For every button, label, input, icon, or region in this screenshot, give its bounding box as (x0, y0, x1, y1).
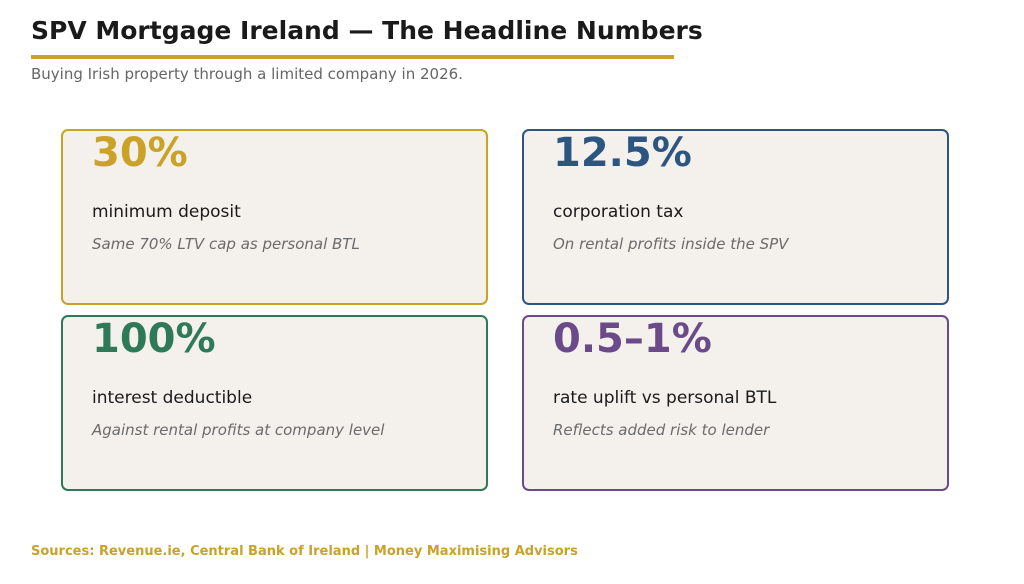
page-title: SPV Mortgage Ireland — The Headline Numb… (31, 16, 703, 45)
stat-card-interest-deductible: 100% interest deductible Against rental … (61, 315, 488, 491)
stat-card-minimum-deposit: 30% minimum deposit Same 70% LTV cap as … (61, 129, 488, 305)
stat-note: Reflects added risk to lender (553, 421, 770, 439)
stat-note: Same 70% LTV cap as personal BTL (92, 235, 360, 253)
stat-value: 100% (92, 316, 216, 362)
stat-note: Against rental profits at company level (92, 421, 385, 439)
stat-label: corporation tax (553, 202, 684, 222)
stat-label: minimum deposit (92, 202, 241, 222)
stat-card-rate-uplift: 0.5–1% rate uplift vs personal BTL Refle… (522, 315, 949, 491)
stat-label: rate uplift vs personal BTL (553, 388, 777, 408)
stat-value: 30% (92, 130, 188, 176)
stat-value: 0.5–1% (553, 316, 712, 362)
stat-value: 12.5% (553, 130, 692, 176)
sources-footer: Sources: Revenue.ie, Central Bank of Ire… (31, 544, 578, 559)
title-underline (31, 55, 674, 59)
stat-label: interest deductible (92, 388, 253, 408)
page-subtitle: Buying Irish property through a limited … (31, 65, 463, 83)
stat-note: On rental profits inside the SPV (553, 235, 789, 253)
stat-card-corporation-tax: 12.5% corporation tax On rental profits … (522, 129, 949, 305)
